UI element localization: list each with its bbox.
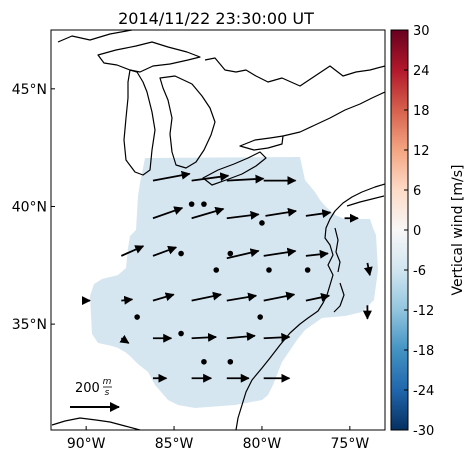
wind-vector xyxy=(152,292,175,302)
latitude-ticks: 45°N 40°N 35°N xyxy=(12,82,55,333)
wind-vector xyxy=(263,247,297,257)
colorbar-tick-label: 24 xyxy=(413,64,430,79)
colorbar-tick-label: 6 xyxy=(413,184,421,199)
lake-huron xyxy=(159,75,216,169)
wind-vector xyxy=(305,292,331,302)
station-dot xyxy=(227,250,234,257)
station-dot xyxy=(257,314,263,320)
lon-tick-label: 75°W xyxy=(331,436,370,452)
coastlines xyxy=(51,30,385,430)
east-coast xyxy=(235,183,385,430)
lat-tick-label: 40°N xyxy=(12,199,47,215)
colorbar-ticks: 30 24 18 12 6 0 -6 -12 -18 -24 -30 xyxy=(404,24,434,439)
wind-vector xyxy=(265,207,297,217)
chesapeake-bay xyxy=(334,227,341,273)
wind-vector xyxy=(226,332,256,341)
scale-value: 200 xyxy=(75,381,100,396)
station-dot xyxy=(304,267,311,273)
wind-vector xyxy=(121,295,134,305)
wind-vector xyxy=(119,334,130,344)
st-lawrence xyxy=(282,91,385,137)
lat-tick-label: 35°N xyxy=(12,317,47,333)
wind-vector xyxy=(305,249,329,259)
wind-vector xyxy=(152,170,191,182)
map-panel xyxy=(51,30,385,430)
map-title: 2014/11/22 23:30:00 UT xyxy=(118,9,314,28)
longitude-ticks: 90°W 85°W 80°W 75°W xyxy=(67,426,369,452)
canada-north-coast xyxy=(57,30,133,43)
colorbar-tick-label: -30 xyxy=(413,424,434,439)
map-frame xyxy=(50,29,386,431)
scale-unit-numerator: m xyxy=(103,377,112,387)
colorbar-label: Vertical wind [m/s] xyxy=(450,165,466,296)
colorbar-tick-label: 18 xyxy=(413,104,430,119)
wind-vector xyxy=(363,262,373,277)
wind-vector xyxy=(226,292,258,302)
colorbar-tick-label: 30 xyxy=(413,24,430,39)
station-dot xyxy=(201,201,207,207)
lon-tick-label: 90°W xyxy=(67,436,106,452)
wind-vector xyxy=(226,248,260,260)
wind-vector xyxy=(191,172,230,182)
lon-tick-label: 80°W xyxy=(243,436,282,452)
gulf-coast xyxy=(51,417,141,430)
lon-tick-label: 85°W xyxy=(155,436,194,452)
wind-vector xyxy=(263,332,291,342)
station-dot xyxy=(134,314,140,320)
wind-vector xyxy=(191,332,218,342)
lat-tick-label: 45°N xyxy=(12,82,47,98)
wind-vector xyxy=(191,291,222,302)
long-island xyxy=(346,195,385,207)
colorbar-tick-label: -24 xyxy=(413,384,434,399)
wind-vector xyxy=(226,210,260,220)
station-dot xyxy=(266,267,272,273)
north-shore xyxy=(204,57,385,87)
wind-vector xyxy=(191,206,225,220)
colorbar-tick-label: -6 xyxy=(413,264,426,279)
wind-vector xyxy=(152,206,184,220)
wind-vector xyxy=(305,209,332,219)
station-dot xyxy=(178,330,184,337)
station-dot xyxy=(227,358,234,365)
colorbar: 30 24 18 12 6 0 -6 -12 -18 -24 -30 Vertical wind [… xyxy=(390,24,466,439)
wind-vector xyxy=(263,291,296,302)
station-dot xyxy=(188,201,195,207)
colorbar-tick-label: 12 xyxy=(413,144,430,159)
wind-vector xyxy=(226,174,265,184)
station-dots xyxy=(134,201,311,365)
lake-erie xyxy=(202,151,267,186)
colorbar-tick-label: 0 xyxy=(413,224,421,239)
colorbar-tick-label: -18 xyxy=(413,344,434,359)
lake-superior xyxy=(97,41,201,73)
station-dot xyxy=(259,220,265,226)
wind-vector xyxy=(120,245,145,257)
scale-unit-denominator: s xyxy=(105,388,110,398)
station-dot xyxy=(213,267,220,273)
outer-banks xyxy=(333,282,345,313)
wind-vector xyxy=(152,245,178,257)
station-dot xyxy=(201,358,207,365)
lake-michigan xyxy=(123,69,156,176)
lake-ontario xyxy=(239,135,284,151)
coverage-region xyxy=(90,157,378,408)
colorbar-tick-label: -12 xyxy=(413,304,434,319)
wind-vectors xyxy=(81,170,373,383)
station-dot xyxy=(178,250,184,257)
scale-arrow-legend: 200 m s xyxy=(70,377,120,412)
